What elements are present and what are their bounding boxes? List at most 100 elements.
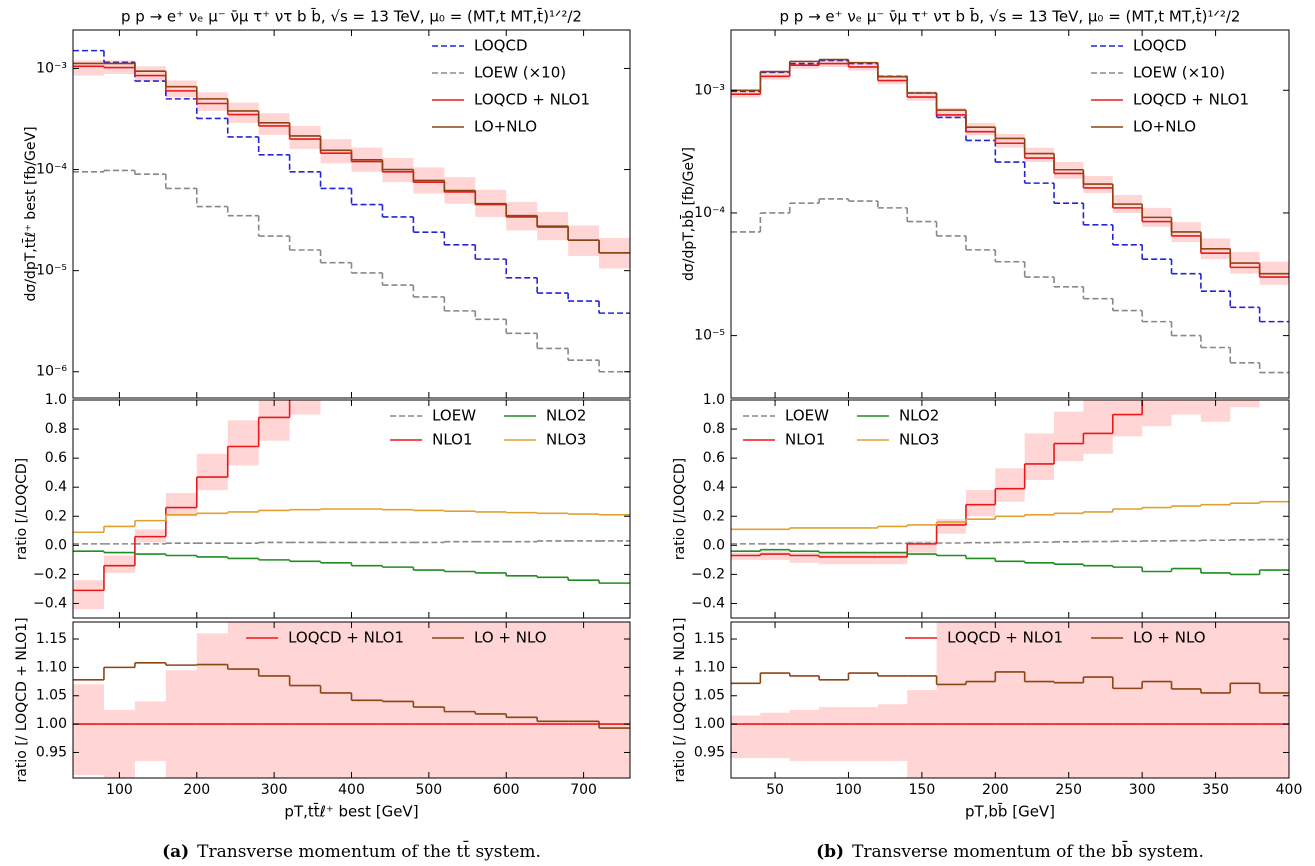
uncertainty-band <box>227 622 259 778</box>
y-tick-label: 0.2 <box>45 508 67 524</box>
uncertainty-band <box>320 622 352 778</box>
uncertainty-band <box>819 552 849 565</box>
uncertainty-band <box>444 197 475 270</box>
uncertainty-band <box>165 670 197 778</box>
uncertainty-band <box>1230 400 1260 408</box>
legend-item: NLO3 <box>856 431 939 449</box>
y-tick-label: 0.95 <box>694 744 725 760</box>
uncertainty-band <box>1083 622 1113 778</box>
uncertainty-band <box>382 622 414 778</box>
legend-item: LO + NLO <box>1091 629 1206 647</box>
x-tick-label: 300 <box>261 782 288 798</box>
uncertainty-band <box>877 704 908 761</box>
uncertainty-band <box>73 684 104 776</box>
legend-label: NLO1 <box>785 431 825 449</box>
uncertainty-band <box>227 420 259 466</box>
x-axis-label: pT,bb̄ [GeV] <box>965 802 1055 821</box>
y-tick-label: 0.0 <box>703 537 725 553</box>
uncertainty-band <box>1260 327 1289 400</box>
y-tick-label: 0.6 <box>703 450 725 466</box>
caption: (a) Transverse momentum of the tt̄ system… <box>162 839 541 862</box>
x-tick-label: 200 <box>183 782 210 798</box>
uncertainty-band <box>352 284 383 357</box>
uncertainty-band <box>258 400 290 441</box>
legend-label: NLO1 <box>432 431 472 449</box>
y-tick-label: 10⁻⁵ <box>694 328 725 344</box>
legend-label: LOQCD + NLO1 <box>1133 91 1249 109</box>
legend-label: LOQCD + NLO1 <box>947 629 1063 647</box>
uncertainty-band <box>1142 622 1172 778</box>
uncertainty-band <box>995 468 1025 502</box>
legend-item: LOQCD + NLO1 <box>432 91 590 109</box>
plot-area <box>731 327 1289 576</box>
x-tick-label: 100 <box>106 782 133 798</box>
legend-item: LO + NLO <box>432 629 547 647</box>
x-tick-label: 200 <box>982 782 1009 798</box>
uncertainty-band <box>321 313 352 386</box>
y-tick-label: 10⁻⁶ <box>36 364 67 380</box>
legend-label: NLO3 <box>899 431 939 449</box>
x-tick-label: 50 <box>766 782 784 798</box>
y-tick-label: 1.00 <box>36 716 67 732</box>
legend-label: NLO2 <box>546 407 586 425</box>
y-axis-label: dσ/dpT,bb̄ [fb/GeV] <box>679 147 697 281</box>
x-tick-label: 250 <box>1055 782 1082 798</box>
uncertainty-band <box>848 707 878 761</box>
legend-item: NLO3 <box>504 431 586 449</box>
uncertainty-band <box>537 109 568 182</box>
uncertainty-band <box>289 125 321 149</box>
uncertainty-band <box>506 622 538 778</box>
legend-item: LOEW <box>743 407 829 425</box>
plot-area <box>731 622 1289 778</box>
uncertainty-band <box>1054 411 1084 462</box>
uncertainty-band <box>965 622 996 778</box>
uncertainty-band <box>134 66 166 82</box>
caption-label: (b) <box>816 842 844 862</box>
uncertainty-band <box>444 622 476 778</box>
legend-item: LOQCD <box>432 37 528 55</box>
y-axis-label: ratio [/LOQCD] <box>672 458 688 560</box>
x-tick-label: 400 <box>1276 782 1303 798</box>
uncertainty-band <box>196 453 228 491</box>
uncertainty-band <box>731 715 761 759</box>
legend-label: LOQCD + NLO1 <box>288 629 404 647</box>
uncertainty-band <box>258 113 290 135</box>
uncertainty-band <box>936 622 966 778</box>
uncertainty-band <box>789 709 820 761</box>
y-axis-label: ratio [/ LOQCD + NLO1] <box>672 617 688 782</box>
uncertainty-band <box>537 622 569 778</box>
uncertainty-band <box>413 622 445 778</box>
y-axis-label: ratio [/LOQCD] <box>14 458 30 560</box>
uncertainty-band <box>1142 400 1172 427</box>
uncertainty-band <box>289 622 321 778</box>
uncertainty-band <box>1083 400 1113 454</box>
y-tick-label: 10⁻⁵ <box>36 263 67 279</box>
legend-label: LO+NLO <box>474 118 537 136</box>
legend-label: NLO2 <box>899 407 939 425</box>
uncertainty-band <box>877 552 908 565</box>
uncertainty-band <box>165 80 197 98</box>
uncertainty-band <box>165 493 197 517</box>
plot-area <box>731 58 1289 374</box>
x-tick-label: 700 <box>570 782 597 798</box>
uncertainty-band <box>568 622 600 778</box>
x-tick-label: 350 <box>1202 782 1229 798</box>
uncertainty-band <box>1200 622 1231 778</box>
uncertainty-band <box>965 123 996 136</box>
uncertainty-band <box>475 622 507 778</box>
legend-item: LO+NLO <box>1091 118 1196 136</box>
y-tick-label: 1.10 <box>36 659 67 675</box>
uncertainty-band <box>1024 433 1055 480</box>
plot-area <box>73 109 630 610</box>
y-tick-label: 1.05 <box>694 688 725 704</box>
legend-item: NLO2 <box>504 407 586 425</box>
legend-label: LOEW <box>432 407 476 425</box>
legend-label: NLO3 <box>546 431 586 449</box>
y-tick-label: 0.8 <box>703 421 725 437</box>
uncertainty-band <box>103 709 135 778</box>
y-tick-label: 0.6 <box>45 450 67 466</box>
legend-item: LOQCD + NLO1 <box>905 629 1063 647</box>
y-tick-label: 1.0 <box>45 392 67 408</box>
legend-label: LO+NLO <box>1133 118 1196 136</box>
